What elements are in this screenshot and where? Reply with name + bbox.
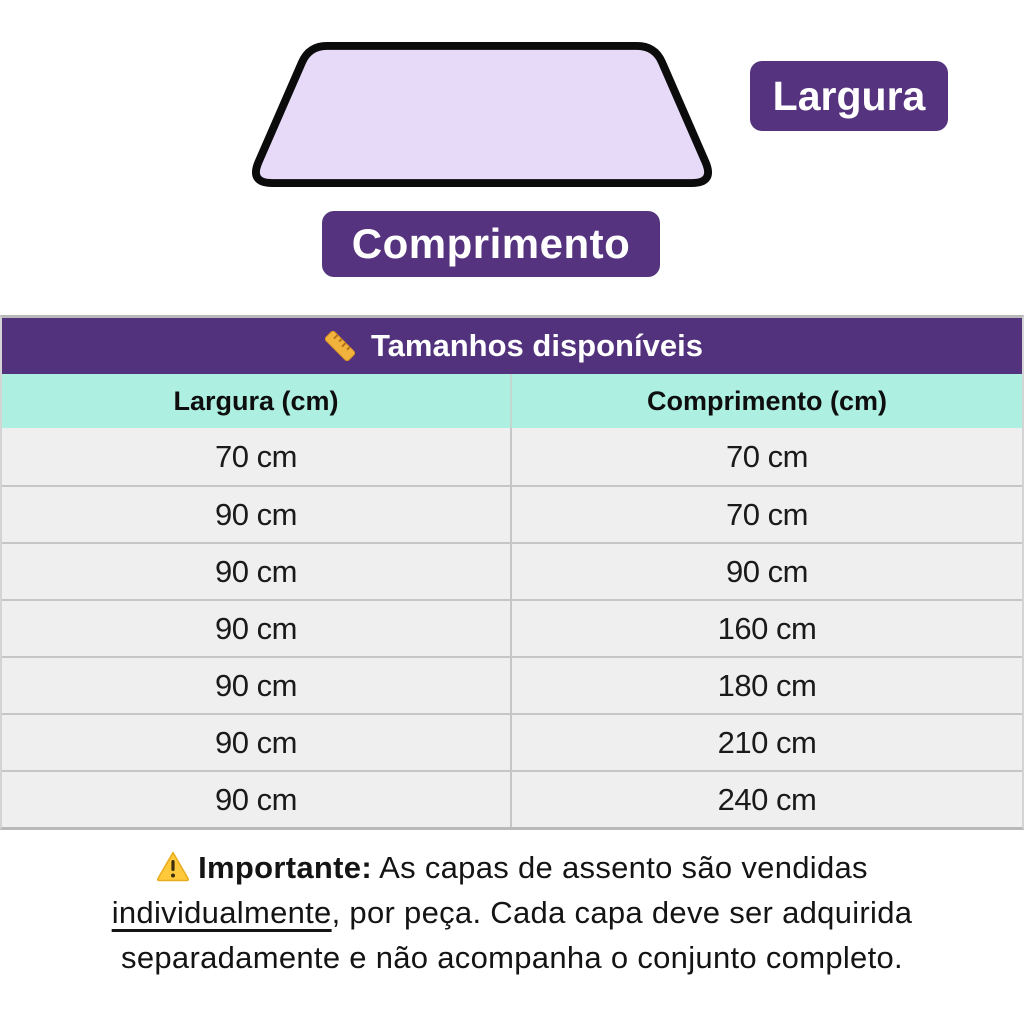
ruler-icon xyxy=(324,330,356,362)
comprimento-value: 70 cm xyxy=(726,496,808,532)
comprimento-value: 240 cm xyxy=(717,781,817,817)
note-line-2: individualmente, por peça. Cada capa dev… xyxy=(0,890,1024,935)
largura-value: 90 cm xyxy=(2,658,512,713)
largura-value: 90 cm xyxy=(2,715,512,770)
largura-value: 90 cm xyxy=(2,601,512,656)
largura-value: 70 cm xyxy=(2,428,512,485)
warning-icon xyxy=(157,851,190,882)
comprimento-value: 90 cm xyxy=(726,553,808,589)
largura-value: 90 cm xyxy=(2,487,512,542)
table-title-banner: Tamanhos disponíveis xyxy=(2,318,1022,374)
largura-value: 90 cm xyxy=(2,772,512,827)
note-underlined-word: individualmente xyxy=(111,895,332,930)
table-row: 90 cm 180 cm xyxy=(2,656,1022,713)
comprimento-value: 160 cm xyxy=(717,610,817,646)
width-label: Largura xyxy=(772,72,926,119)
note-important-label: Importante: xyxy=(198,850,372,885)
comprimento-value: 180 cm xyxy=(717,667,817,703)
note-text-1: As capas de assento são vendidas xyxy=(371,850,868,885)
sizes-table: Tamanhos disponíveis Largura (cm) Compri… xyxy=(0,315,1024,830)
table-row: 90 cm 210 cm xyxy=(2,713,1022,770)
comprimento-value: 210 cm xyxy=(717,724,817,760)
comprimento-value: 70 cm xyxy=(726,438,808,474)
note-text-2: , por peça. Cada capa deve ser adquirida xyxy=(331,895,913,930)
table-row: 90 cm 160 cm xyxy=(2,599,1022,656)
table-row: 90 cm 70 cm xyxy=(2,485,1022,542)
table-row: 70 cm 70 cm xyxy=(2,428,1022,485)
important-note: Importante: As capas de assento são vend… xyxy=(0,845,1024,980)
column-header-largura: Largura (cm) xyxy=(2,374,512,428)
note-line-3: separadamente e não acompanha o conjunto… xyxy=(121,940,903,975)
width-label-badge: Largura xyxy=(750,61,948,131)
note-line-1: Importante: As capas de assento são vend… xyxy=(0,845,1024,890)
table-row: 90 cm 90 cm xyxy=(2,542,1022,599)
length-label-badge: Comprimento xyxy=(322,211,660,277)
table-header-row: Largura (cm) Comprimento (cm) xyxy=(2,374,1022,428)
table-title: Tamanhos disponíveis xyxy=(371,328,703,363)
largura-value: 90 cm xyxy=(2,544,512,599)
seat-diagram: Largura Comprimento xyxy=(0,0,1024,318)
table-row: 90 cm 240 cm xyxy=(2,770,1022,827)
length-label: Comprimento xyxy=(351,220,631,267)
seat-cover-shape xyxy=(252,41,712,188)
column-header-comprimento: Comprimento (cm) xyxy=(646,385,887,416)
